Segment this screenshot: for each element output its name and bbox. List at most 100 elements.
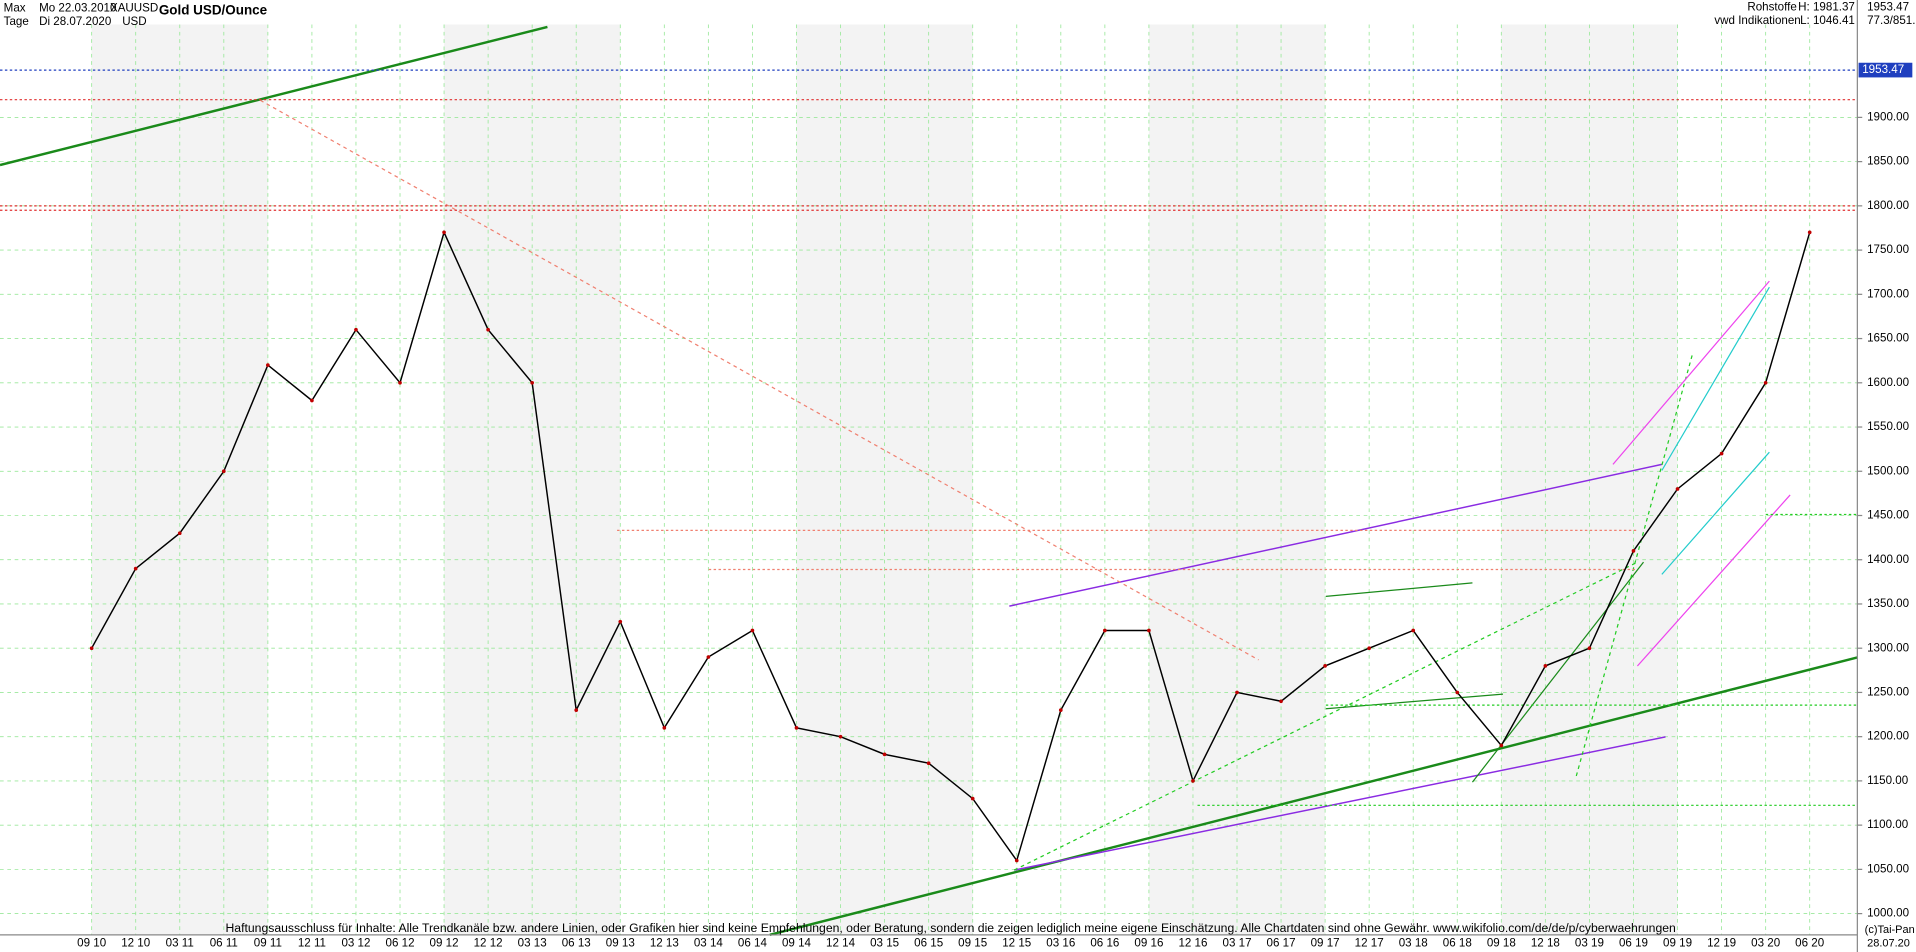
copyright: (c)Tai-Pan: [1865, 924, 1915, 936]
x-tick-label: 12 16: [1178, 936, 1207, 949]
y-tick-label: 1550.00: [1867, 420, 1909, 433]
price-point: [1719, 451, 1724, 456]
price-point: [1807, 230, 1812, 235]
price-point: [882, 752, 887, 757]
disclaimer: Haftungsausschluss für Inhalte: Alle Tre…: [225, 921, 1675, 935]
x-tick-label: 09 10: [77, 936, 106, 949]
price-point: [1763, 380, 1768, 385]
price-point: [926, 761, 931, 766]
price-point: [1455, 690, 1460, 695]
x-tick-label: 03 13: [518, 936, 547, 949]
price-point: [1058, 708, 1063, 712]
y-tick-label: 1650.00: [1867, 332, 1909, 345]
price-point: [442, 230, 446, 235]
price-point: [1367, 646, 1371, 651]
x-tick-label: 09 16: [1134, 936, 1163, 949]
y-tick-label: 1300.00: [1867, 641, 1909, 654]
y-tick-label: 1850.00: [1867, 155, 1909, 168]
price-point: [618, 619, 623, 624]
x-tick-label: 09 17: [1311, 936, 1340, 949]
source: vwd Indikationen: [1714, 14, 1800, 27]
x-tick-label: 03 12: [341, 936, 370, 949]
high: H: 1981.37: [1798, 0, 1855, 13]
instrument-name: Gold USD/Ounce: [159, 3, 268, 18]
x-tick-label: 12 17: [1355, 936, 1384, 949]
price-point: [354, 327, 358, 332]
price-point: [1323, 664, 1327, 668]
x-tick-label: 03 16: [1046, 936, 1075, 949]
end-date-label: 28.07.20: [1867, 937, 1910, 949]
range[interactable]: Max: [4, 2, 26, 15]
price-line: [91, 230, 1811, 863]
x-tick-label: 06 12: [386, 936, 415, 949]
last-price-label: 1953.47: [1862, 63, 1904, 76]
group: Rohstoffe: [1747, 0, 1796, 13]
x-tick-label: 12 11: [298, 936, 326, 949]
price-point: [1147, 628, 1151, 633]
x-tick-label: 12 13: [650, 936, 679, 949]
x-tick-label: 06 20: [1795, 936, 1824, 949]
low: L: 1046.41: [1800, 14, 1855, 27]
x-tick-label: 12 18: [1531, 936, 1560, 949]
x-tick-label: 12 14: [826, 936, 856, 949]
currency: USD: [122, 15, 146, 28]
x-tick-label: 09 18: [1487, 936, 1516, 949]
y-tick-label: 1250.00: [1867, 685, 1909, 698]
x-tick-label: 06 11: [210, 936, 238, 949]
y-tick-label: 1500.00: [1867, 464, 1909, 477]
price-point: [133, 566, 138, 571]
x-tick-label: 06 17: [1267, 936, 1296, 949]
period[interactable]: Tage: [4, 15, 29, 28]
price-point: [838, 734, 843, 739]
x-tick-label: 03 19: [1575, 936, 1604, 949]
y-tick-label: 1400.00: [1867, 553, 1909, 566]
price-point: [1543, 664, 1548, 668]
price-point: [310, 398, 314, 403]
levels: [0, 69, 1858, 211]
x-tick-label: 12 12: [474, 936, 503, 949]
series: [89, 230, 1812, 863]
price-point: [574, 708, 579, 712]
y-tick-label: 1150.00: [1867, 774, 1908, 787]
x-tick-label: 06 16: [1090, 936, 1119, 949]
y-tick-label: 1000.00: [1867, 907, 1909, 920]
symbol: XAUUSD: [110, 2, 158, 15]
x-tick-label: 03 15: [870, 936, 899, 949]
x-tick-label: 09 11: [254, 936, 282, 949]
price-point: [1014, 858, 1019, 863]
y-tick-label: 1600.00: [1867, 376, 1909, 389]
price-point: [177, 531, 182, 536]
price-point: [1191, 779, 1195, 783]
x-tick-label: 09 19: [1663, 936, 1692, 949]
x-tick-label: 03 18: [1399, 936, 1428, 949]
price-point: [750, 628, 755, 633]
y-tick-label: 1700.00: [1867, 287, 1909, 300]
header: Max Mo 22.03.2010 XAUUSD Gold USD/Ounce …: [4, 0, 1916, 28]
price-point: [1279, 699, 1283, 704]
price-point: [1499, 743, 1504, 748]
x-tick-label: 03 14: [694, 936, 724, 949]
price-point: [1631, 549, 1636, 553]
y-tick-label: 1100.00: [1867, 818, 1908, 831]
y-tick-label: 1800.00: [1867, 199, 1909, 212]
price-point: [1411, 628, 1416, 633]
price-point: [794, 725, 799, 730]
end-date: Di 28.07.2020: [39, 15, 111, 28]
price-point: [89, 646, 94, 651]
y-tick-label: 1900.00: [1867, 110, 1909, 123]
x-tick-label: 06 15: [914, 936, 943, 949]
price-point: [530, 380, 535, 385]
price-point: [221, 469, 226, 474]
y-tick-label: 1450.00: [1867, 509, 1909, 522]
price-point: [970, 796, 975, 801]
price-point: [266, 363, 270, 367]
price-point: [1235, 690, 1239, 695]
y-tick-label: 1200.00: [1867, 730, 1909, 743]
x-tick-label: 06 14: [738, 936, 768, 949]
trend-lines: [0, 25, 1858, 937]
x-tick-label: 03 17: [1223, 936, 1252, 949]
price-point: [706, 655, 711, 659]
x-tick-label: 06 13: [562, 936, 591, 949]
